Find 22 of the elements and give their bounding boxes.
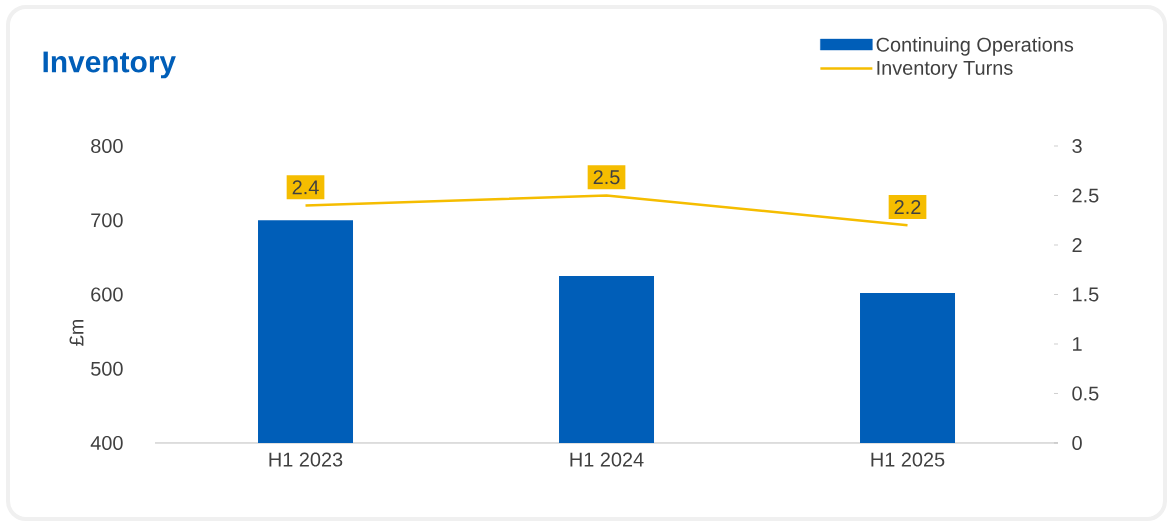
y-tick-label: 400	[90, 435, 123, 451]
chart-title: Inventory	[43, 51, 176, 79]
x-tick-label: H1 2025	[871, 452, 945, 467]
y2-tick-label: 0.5	[1072, 386, 1099, 401]
x-tick-label: H1 2023	[269, 452, 343, 467]
data-label: 2.5	[593, 170, 620, 185]
legend-label: Continuing Operations	[876, 37, 1074, 56]
legend-label: Inventory Turns	[877, 61, 1013, 79]
y2-tick-label: 1	[1073, 337, 1082, 351]
y2-tick-label: 0	[1072, 435, 1082, 451]
x-tick-label: H1 2024	[570, 452, 644, 467]
data-label: 2.4	[292, 180, 319, 195]
y2-tick-label: 1.5	[1073, 287, 1099, 302]
y-tick-label: 500	[91, 361, 123, 376]
data-label: 2.2	[894, 200, 921, 214]
y2-tick-label: 2	[1072, 238, 1082, 252]
y-tick-label: 700	[91, 213, 123, 228]
y-axis-title: £m	[69, 319, 84, 346]
y-tick-label: 600	[91, 287, 123, 302]
y2-tick-label: 2.5	[1072, 188, 1099, 203]
y-tick-label: 800	[91, 138, 123, 154]
y2-tick-label: 3	[1072, 138, 1082, 154]
